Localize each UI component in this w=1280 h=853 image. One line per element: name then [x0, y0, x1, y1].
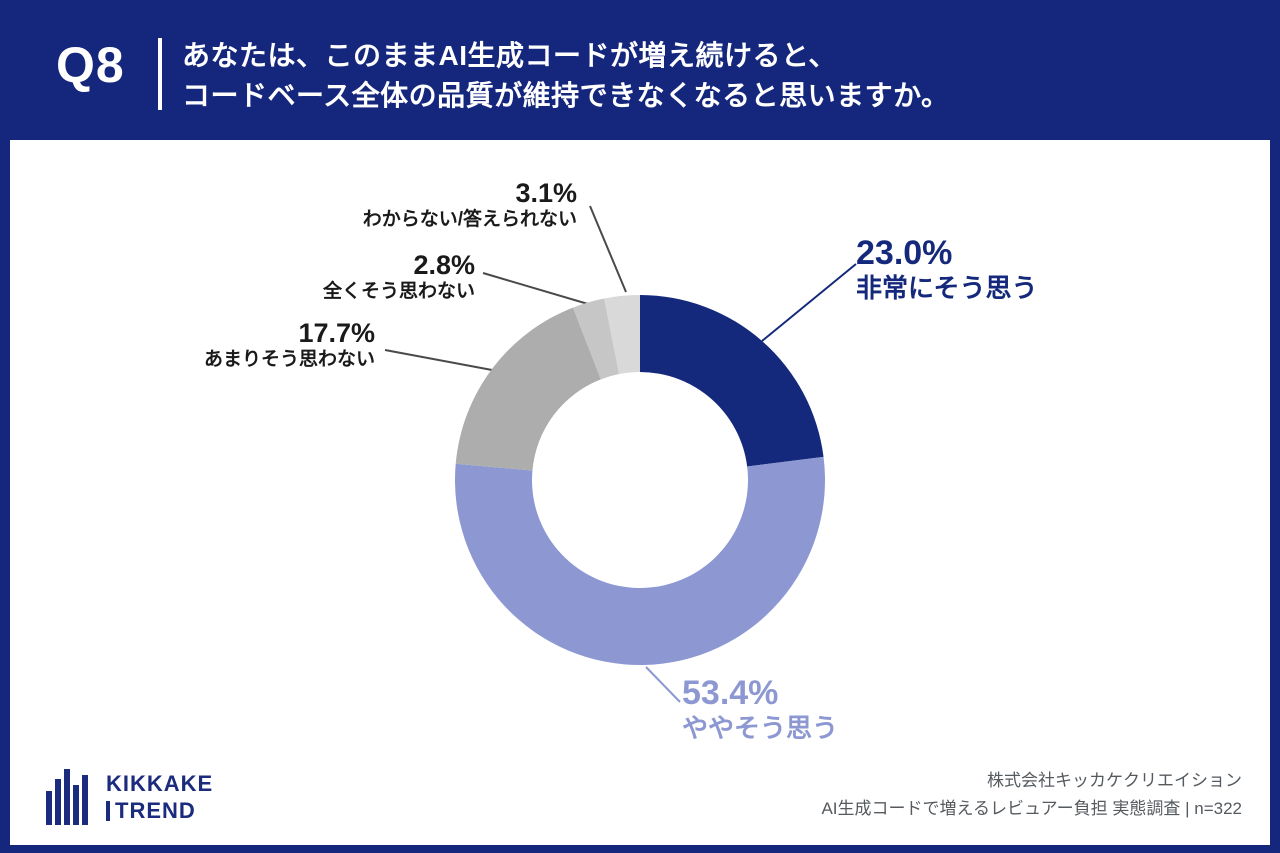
question-number: Q8	[56, 37, 125, 93]
callout-percent: 53.4%	[682, 674, 779, 712]
logo-line-2: TREND	[106, 797, 213, 824]
callout-category: ややそう思う	[682, 713, 839, 744]
kikkake-trend-logo: KIKKAKE TREND	[46, 769, 213, 825]
logo-text: KIKKAKE TREND	[106, 770, 213, 824]
leader-line-somewhat-disagree	[384, 349, 493, 371]
question-line-1: あなたは、このままAI生成コードが増え続けると、	[182, 40, 837, 71]
donut-segment-3	[572, 298, 620, 380]
credit-company: 株式会社キッカケクリエイション	[987, 771, 1242, 790]
survey-credits: 株式会社キッカケクリエイション AI生成コードで増えるレビュアー負担 実態調査 …	[821, 767, 1242, 823]
credit-survey: AI生成コードで増えるレビュアー負担 実態調査 | n=322	[821, 799, 1242, 818]
question-text: あなたは、このままAI生成コードが増え続けると、 コードベース全体の品質が維持で…	[182, 36, 950, 116]
callout-strongly-disagree: 2.8% 全くそう思わない	[323, 250, 475, 304]
callout-category: あまりそう思わない	[203, 349, 375, 371]
leader-line-strongly-disagree	[482, 272, 589, 305]
callout-percent: 2.8%	[413, 250, 475, 280]
callout-percent: 23.0%	[856, 234, 953, 272]
callout-category: 全くそう思わない	[322, 281, 475, 303]
chart-card: 23.0% 非常にそう思う 53.4% ややそう思う 17.7% あまりそう思わ…	[10, 140, 1270, 845]
question-line-2: コードベース全体の品質が維持できなくなると思いますか。	[182, 80, 950, 111]
callout-percent: 3.1%	[515, 178, 577, 208]
donut-chart	[384, 205, 857, 703]
donut-segments	[454, 295, 825, 665]
donut-segment-1	[454, 456, 825, 665]
callout-dont-know: 3.1% わからない/答えられない	[363, 178, 577, 232]
header-divider	[158, 38, 162, 110]
callout-somewhat-disagree: 17.7% あまりそう思わない	[204, 318, 375, 372]
logo-bars-icon	[46, 769, 88, 825]
leader-line-strongly-agree	[761, 263, 857, 342]
callout-percent: 17.7%	[298, 318, 375, 348]
donut-segment-2	[455, 307, 601, 471]
donut-segment-0	[640, 295, 824, 467]
callout-category: わからない/答えられない	[362, 209, 577, 231]
callout-somewhat-agree: 53.4% ややそう思う	[682, 674, 838, 745]
leader-line-dont-know	[589, 205, 627, 293]
leader-line-somewhat-agree	[645, 666, 681, 703]
header: Q8 あなたは、このままAI生成コードが増え続けると、 コードベース全体の品質が…	[0, 0, 1280, 140]
logo-line-1: KIKKAKE	[106, 771, 214, 796]
donut-segment-4	[604, 295, 640, 375]
callout-strongly-agree: 23.0% 非常にそう思う	[856, 234, 1037, 305]
callout-category: 非常にそう思う	[856, 273, 1038, 304]
